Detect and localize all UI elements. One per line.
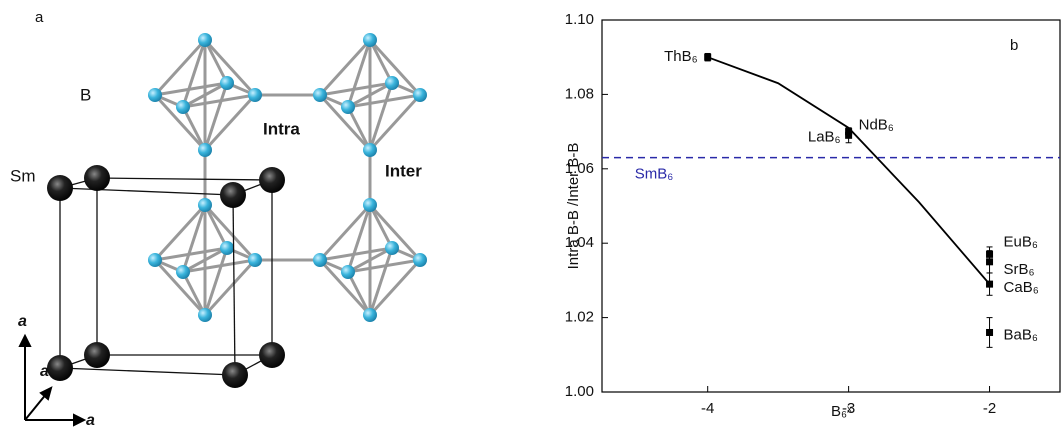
point (704, 53, 712, 61)
y-axis-label: Intra B-B /Inter B-B (565, 143, 582, 270)
plot-frame (601, 19, 1061, 393)
axis-label: a (40, 363, 49, 380)
panel-label: b (1010, 37, 1018, 54)
y-tick-label: 1.04 (565, 234, 594, 251)
y-tick-label: 1.10 (565, 11, 594, 28)
point-label: NdB₆ (859, 117, 894, 134)
crystal-structure: a B Sm Intra Inter a a a (10, 9, 429, 429)
panel-label: a (35, 9, 44, 26)
chart: b B₆ˣ Intra B-B /Inter B-B 1.00 1.02 1.04 1… (565, 11, 1061, 420)
point (986, 280, 994, 288)
intra-label: Intra (263, 119, 300, 138)
samarium-label: Sm (10, 166, 36, 185)
point-label: EuB₆ (1004, 233, 1038, 250)
fit-curve (707, 56, 991, 285)
x-tick-label: -2 (983, 400, 996, 417)
y-tick-label: 1.08 (565, 85, 594, 102)
point-label: SrB₆ (1004, 261, 1035, 278)
boron-label: B (80, 85, 91, 104)
x-tick-label: -4 (701, 400, 714, 417)
inter-label: Inter (385, 161, 422, 180)
y-tick-label: 1.00 (565, 383, 594, 400)
point (986, 328, 994, 336)
reference-label: SmB₆ (635, 166, 674, 183)
point-label: ThB₆ (664, 48, 698, 65)
y-tick-label: 1.06 (565, 160, 594, 177)
point-label: BaB₆ (1004, 326, 1038, 343)
point (845, 128, 853, 136)
x-tick-label: -3 (842, 400, 855, 417)
axis-label: a (86, 412, 95, 429)
point-label: LaB₆ (808, 128, 841, 145)
x-axis-label: B₆ˣ (831, 403, 852, 420)
point (986, 258, 994, 266)
axis-label: a (18, 313, 27, 330)
y-tick-label: 1.02 (565, 309, 594, 326)
point-label: CaB₆ (1004, 279, 1039, 296)
